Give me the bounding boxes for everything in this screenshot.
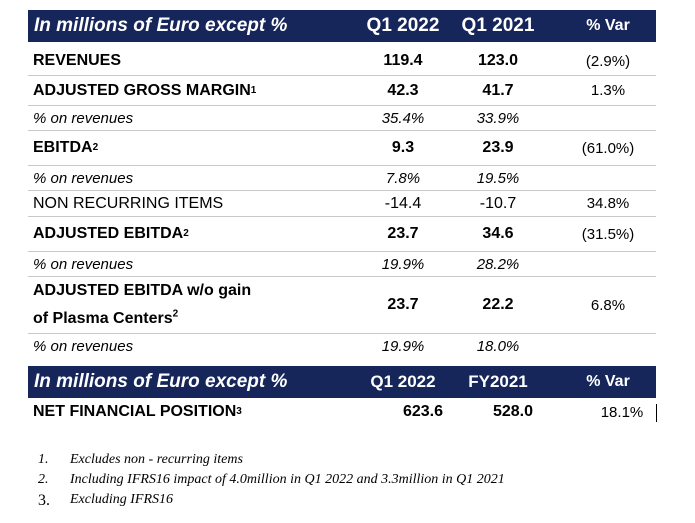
table-row-net-financial-position: NET FINANCIAL POSITION 3 623.6 528.0 18.1… xyxy=(28,400,656,424)
row-label: REVENUES xyxy=(33,52,122,69)
row-label: ADJUSTED EBITDA w/o gain of Plasma Cente… xyxy=(33,282,252,327)
text-cursor xyxy=(656,404,657,422)
value-fy2021: 528.0 xyxy=(492,403,534,420)
value-var: 18.1% xyxy=(600,403,644,421)
value-q1-2021: 34.6 xyxy=(482,225,514,242)
row-label: % on revenues xyxy=(33,337,134,355)
value-q1-2021: 23.9 xyxy=(482,139,514,156)
row-label: EBITDA 2 xyxy=(33,139,99,156)
table-header: In millions of Euro except % Q1 2022 Q1 … xyxy=(28,10,656,42)
table-row-revenues: REVENUES 119.4 123.0 (2.9%) xyxy=(28,47,656,76)
value-var: (61.0%) xyxy=(581,139,635,157)
footnote-text: Excluding IFRS16 xyxy=(70,492,174,507)
header-col-fy2021: FY2021 xyxy=(468,372,528,391)
footnote-mark: 2 xyxy=(172,308,179,320)
value-q1-2022: 119.4 xyxy=(383,52,423,69)
value-q1-2022: 23.7 xyxy=(387,296,419,313)
header-title: In millions of Euro except % xyxy=(34,371,288,392)
value-q1-2021: 28.2% xyxy=(476,255,520,273)
value-q1-2021: 18.0% xyxy=(476,337,520,355)
value-q1-2022: 42.3 xyxy=(387,81,419,99)
row-label: % on revenues xyxy=(33,255,134,273)
value-var: (31.5%) xyxy=(581,225,635,243)
footnote-number: 1. xyxy=(38,452,49,467)
table-row-pct-revenues: % on revenues 19.9% 18.0% xyxy=(28,334,656,358)
value-q1-2022: 19.9% xyxy=(381,255,425,273)
table-row-pct-revenues: % on revenues 19.9% 28.2% xyxy=(28,252,656,277)
footnote-number: 3. xyxy=(38,492,50,509)
header-title: In millions of Euro except % xyxy=(34,15,288,36)
value-var: 1.3% xyxy=(590,82,626,99)
value-var: 6.8% xyxy=(590,296,626,314)
table-row-ebitda: EBITDA 2 9.3 23.9 (61.0%) xyxy=(28,131,656,166)
value-q1-2021: 123.0 xyxy=(477,52,519,69)
value-q1-2022: 23.7 xyxy=(387,225,419,242)
footnote-text: Excludes non - recurring items xyxy=(70,452,243,467)
value-q1-2021: 33.9% xyxy=(476,109,520,127)
value-q1-2021: 19.5% xyxy=(476,169,520,187)
value-q1-2022: 35.4% xyxy=(381,109,425,127)
value-q1-2022: 9.3 xyxy=(391,139,415,156)
header-col-var: % Var xyxy=(586,17,630,34)
header-col-q1-2021: Q1 2021 xyxy=(461,15,535,36)
table-row-non-recurring-items: NON RECURRING ITEMS -14.4 -10.7 34.8% xyxy=(28,191,656,217)
row-label: % on revenues xyxy=(33,109,134,127)
value-var: (2.9%) xyxy=(585,52,631,70)
value-var: 34.8% xyxy=(586,195,630,212)
value-q1-2022: -14.4 xyxy=(384,194,422,212)
row-label: NON RECURRING ITEMS xyxy=(33,194,224,212)
table-row-adjusted-ebitda-wo-gain: ADJUSTED EBITDA w/o gain of Plasma Cente… xyxy=(28,277,656,334)
footnote-number: 2. xyxy=(38,472,49,487)
value-q1-2022: 7.8% xyxy=(385,169,421,187)
table-row-adjusted-ebitda: ADJUSTED EBITDA 2 23.7 34.6 (31.5%) xyxy=(28,217,656,252)
row-label: ADJUSTED GROSS MARGIN 1 xyxy=(33,81,257,99)
table-row-pct-revenues: % on revenues 35.4% 33.9% xyxy=(28,106,656,131)
footnote-text: Including IFRS16 impact of 4.0million in… xyxy=(70,472,505,487)
header-col-q1-2022: Q1 2022 xyxy=(366,15,440,36)
row-label: ADJUSTED EBITDA 2 xyxy=(33,225,189,242)
table-header-2: In millions of Euro except % Q1 2022 FY2… xyxy=(28,366,656,398)
value-q1-2021: 22.2 xyxy=(482,296,514,313)
value-q1-2021: 41.7 xyxy=(482,81,514,99)
header-col-var: % Var xyxy=(586,373,630,390)
table-row-adjusted-gross-margin: ADJUSTED GROSS MARGIN 1 42.3 41.7 1.3% xyxy=(28,76,656,106)
table-row-pct-revenues: % on revenues 7.8% 19.5% xyxy=(28,166,656,191)
value-q1-2022: 623.6 xyxy=(402,403,444,420)
value-q1-2021: -10.7 xyxy=(479,194,517,212)
row-label: NET FINANCIAL POSITION 3 xyxy=(33,403,242,420)
header-col-q1-2022: Q1 2022 xyxy=(370,372,436,391)
value-q1-2022: 19.9% xyxy=(381,337,425,355)
row-label: % on revenues xyxy=(33,169,134,187)
